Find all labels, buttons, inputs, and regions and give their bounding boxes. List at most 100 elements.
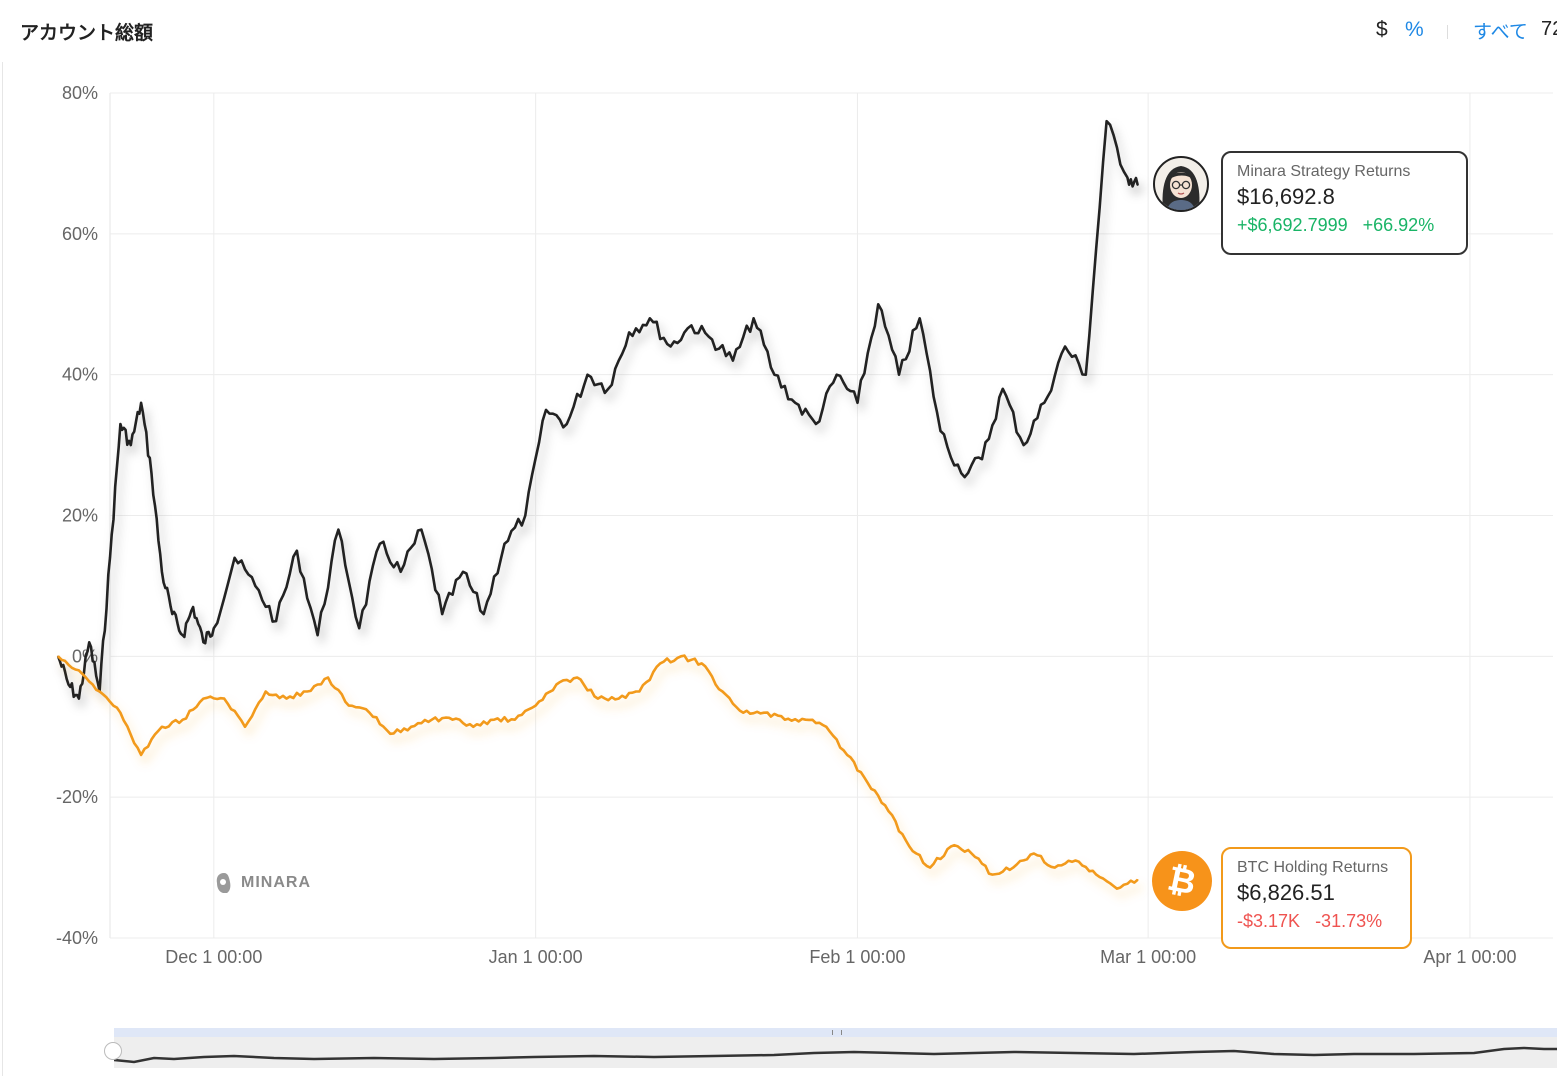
y-tick-label: 20%	[62, 506, 98, 526]
strategy-point	[503, 542, 506, 545]
unit-dollar-toggle[interactable]: $	[1376, 18, 1388, 41]
strategy-point	[566, 423, 568, 425]
strategy-point	[379, 542, 381, 545]
btc-point	[597, 697, 599, 700]
strategy-point	[202, 641, 205, 644]
strategy-point	[171, 613, 174, 615]
btc-point	[57, 655, 59, 658]
strategy-point	[233, 557, 236, 559]
strategy-point	[1002, 388, 1004, 390]
strategy-point	[628, 331, 630, 334]
strategy-point	[358, 627, 361, 629]
y-tick-label: 60%	[62, 224, 98, 244]
strategy-point	[140, 402, 142, 404]
btc-point	[950, 845, 952, 848]
btc-point	[867, 782, 869, 784]
btc-point	[140, 754, 142, 756]
btc-point	[659, 662, 661, 665]
navigator-selected-range[interactable]	[114, 1028, 1557, 1037]
btc-point	[1095, 873, 1097, 876]
strategy-point	[254, 585, 257, 587]
divider	[1447, 25, 1448, 39]
btc-point	[1033, 852, 1035, 855]
btc-point	[389, 733, 392, 735]
range-all-button[interactable]: すべて	[1473, 21, 1528, 43]
navigator-left-handle[interactable]	[104, 1042, 122, 1060]
btc-point	[202, 697, 205, 700]
minara-logo-icon	[216, 873, 231, 893]
strategy-point	[960, 472, 963, 475]
btc-point	[327, 676, 329, 679]
btc-point	[1136, 879, 1139, 881]
btc-point	[784, 718, 786, 721]
btc-point	[410, 726, 412, 728]
strategy-point	[545, 409, 547, 411]
strategy-point	[150, 472, 153, 475]
btc-tooltip: BTC Holding Returns $6,826.51 -$3.17K -3…	[1221, 847, 1412, 949]
strategy-point	[88, 641, 90, 644]
btc-point	[306, 690, 309, 693]
navigator-grip-icon[interactable]	[832, 1030, 842, 1035]
strategy-series-line[interactable]	[56, 119, 1139, 700]
strategy-point	[399, 571, 402, 573]
x-axis: Dec 1 00:00 Jan 1 00:00 Feb 1 00:00 Mar 1 0…	[165, 947, 1516, 967]
strategy-point	[1043, 402, 1046, 404]
range-72-button[interactable]: 72	[1541, 18, 1557, 40]
strategy-point	[1064, 345, 1066, 348]
strategy-point	[109, 557, 111, 559]
x-tick-label: Apr 1 00:00	[1423, 947, 1516, 967]
x-tick-label: Feb 1 00:00	[809, 947, 905, 967]
btc-point	[846, 754, 848, 756]
btc-point	[119, 711, 122, 714]
btc-value: $6,826.51	[1237, 880, 1335, 905]
strategy-point	[213, 627, 215, 629]
btc-point	[348, 704, 350, 707]
btc-point	[887, 810, 890, 813]
strategy-point	[130, 444, 132, 446]
strategy-point	[1022, 444, 1025, 446]
btc-change-pct: -31.73%	[1315, 911, 1383, 931]
btc-point	[368, 711, 371, 714]
strategy-point	[711, 338, 713, 341]
btc-point	[721, 690, 724, 693]
strategy-point	[316, 634, 319, 636]
btc-point	[472, 726, 475, 728]
strategy-point	[752, 317, 755, 320]
navigator-track[interactable]	[113, 1037, 1557, 1068]
strategy-point	[462, 571, 464, 573]
unit-percent-toggle[interactable]: %	[1405, 18, 1424, 41]
strategy-point	[794, 402, 796, 404]
strategy-point	[67, 683, 70, 686]
panel-border	[2, 62, 3, 1076]
btc-point	[991, 873, 994, 876]
btc-point	[908, 845, 911, 848]
btc-point	[680, 655, 682, 658]
btc-series-line[interactable]	[57, 654, 1139, 891]
btc-point	[763, 711, 765, 714]
strategy-label: Minara Strategy Returns	[1237, 163, 1411, 180]
btc-point	[825, 726, 828, 728]
strategy-point	[586, 373, 589, 376]
strategy-point	[78, 697, 80, 700]
btc-changes: -$3.17K -31.73%	[1237, 911, 1396, 932]
strategy-point	[1105, 120, 1108, 122]
strategy-point	[482, 613, 485, 615]
btc-point	[576, 676, 578, 679]
btc-point	[929, 866, 931, 869]
strategy-point	[773, 373, 776, 376]
btc-point	[1053, 866, 1056, 869]
strategy-point	[939, 430, 942, 432]
btc-point	[1074, 859, 1077, 862]
btc-point	[181, 718, 184, 721]
btc-point	[431, 718, 433, 721]
strategy-point	[835, 373, 838, 376]
watermark-text: MINARA	[241, 874, 311, 891]
range-navigator[interactable]	[113, 1028, 1557, 1068]
avatar-icon	[1153, 156, 1209, 212]
strategy-point	[649, 317, 651, 320]
strategy-point	[898, 373, 900, 376]
bitcoin-icon: ₿	[1152, 851, 1212, 911]
strategy-point	[1085, 373, 1087, 376]
btc-point	[78, 669, 80, 672]
